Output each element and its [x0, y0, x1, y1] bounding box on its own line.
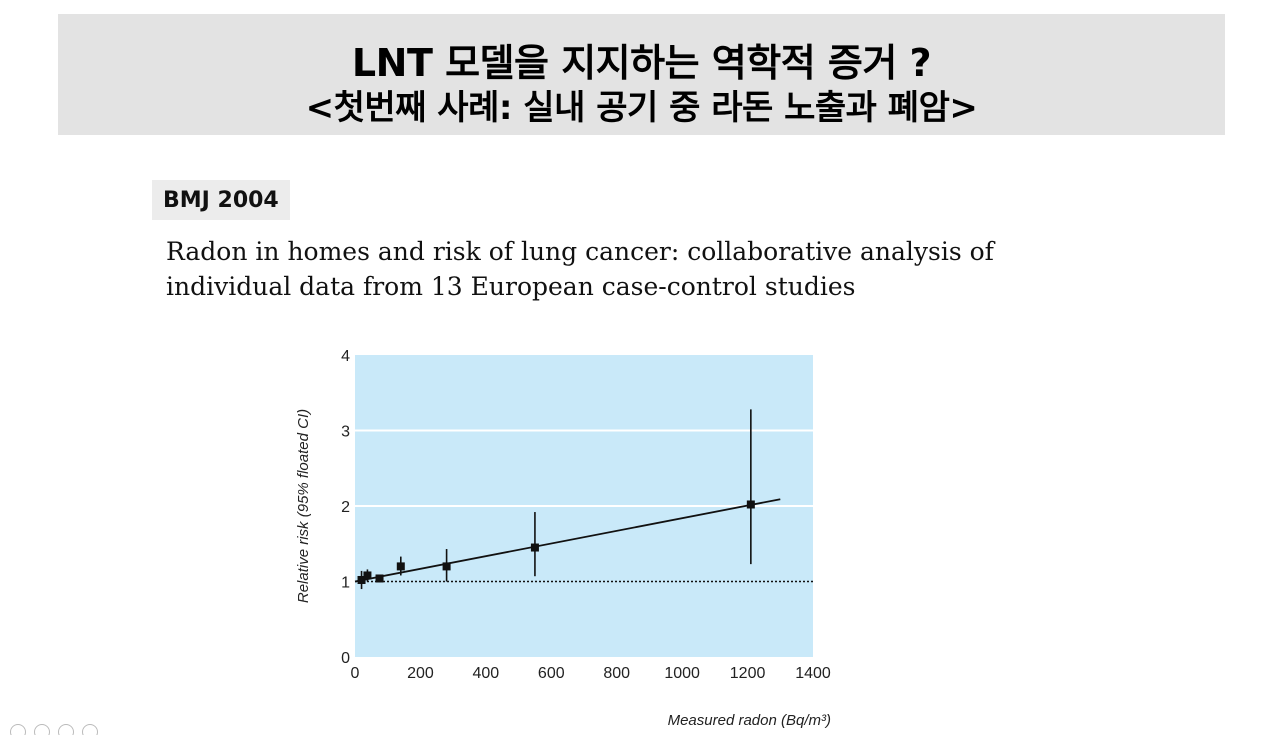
- x-axis-label: Measured radon (Bq/m³): [668, 712, 831, 729]
- title-banner: LNT 모델을 지지하는 역학적 증거 ? <첫번째 사례: 실내 공기 중 라…: [58, 14, 1225, 135]
- x-tick-label: 1200: [730, 665, 766, 682]
- paper-title-line-1: Radon in homes and risk of lung cancer: …: [166, 237, 994, 266]
- y-tick-label: 3: [341, 424, 350, 441]
- x-tick-label: 1000: [664, 665, 700, 682]
- x-tick-label: 0: [351, 665, 360, 682]
- x-tick-label: 200: [407, 665, 434, 682]
- nav-circle-icon[interactable]: [82, 724, 98, 735]
- x-tick-label: 400: [473, 665, 500, 682]
- nav-circle-icon[interactable]: [10, 724, 26, 735]
- fit-line: [354, 498, 781, 583]
- slide-subtitle: <첫번째 사례: 실내 공기 중 라돈 노출과 폐암>: [305, 88, 978, 128]
- y-tick-label: 4: [341, 348, 350, 365]
- data-point: [746, 500, 755, 509]
- x-tick-label: 600: [538, 665, 565, 682]
- journal-badge: BMJ 2004: [152, 180, 290, 220]
- data-point: [530, 543, 539, 552]
- y-tick-label: 0: [341, 650, 350, 667]
- data-point: [363, 571, 372, 580]
- data-point: [375, 574, 384, 583]
- nav-circle-icon[interactable]: [34, 724, 50, 735]
- data-point: [357, 575, 366, 584]
- paper-title: Radon in homes and risk of lung cancer: …: [166, 234, 1046, 304]
- y-tick-label: 1: [341, 575, 350, 592]
- y-tick-label: 2: [341, 499, 350, 516]
- y-axis-label: Relative risk (95% floated CI): [295, 409, 312, 603]
- data-point: [396, 562, 405, 571]
- x-tick-label: 800: [603, 665, 630, 682]
- paper-title-line-2: individual data from 13 European case-co…: [166, 272, 856, 301]
- slide-title: LNT 모델을 지지하는 역학적 증거 ?: [351, 41, 932, 85]
- data-point: [442, 562, 451, 571]
- x-tick-label: 1400: [795, 665, 831, 682]
- slide-controls: [10, 724, 106, 735]
- nav-circle-icon[interactable]: [58, 724, 74, 735]
